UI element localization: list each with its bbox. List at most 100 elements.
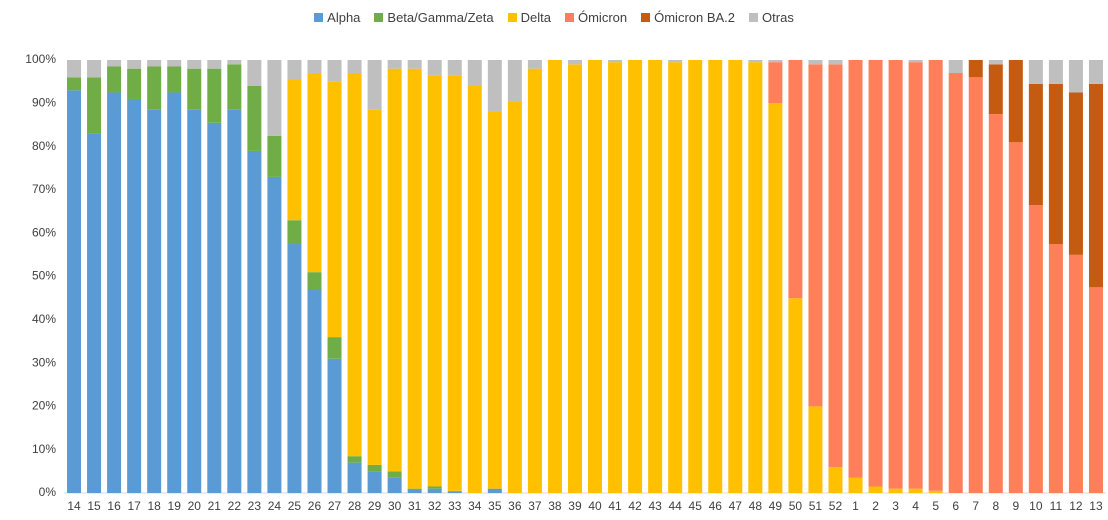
legend-item: Ómicron BA.2 [641, 10, 735, 25]
legend-label: Beta/Gamma/Zeta [387, 10, 494, 25]
bar-segment [1008, 60, 1023, 143]
bar-segment [167, 60, 182, 67]
legend-swatch [564, 13, 574, 22]
bar-segment [928, 60, 943, 491]
x-tick-label: 1 [852, 499, 859, 513]
bar-segment [768, 103, 783, 494]
bar-segment [648, 60, 663, 493]
bar-segment [868, 60, 883, 487]
x-tick-label: 51 [809, 499, 823, 513]
bar-segment [327, 337, 342, 359]
x-tick-label: 48 [749, 499, 763, 513]
bar-segment [327, 81, 342, 338]
bar-segment [688, 60, 703, 493]
bar-segment [407, 68, 422, 489]
bar-segment [147, 109, 162, 494]
x-tick-label: 22 [228, 499, 242, 513]
bar-segment [848, 60, 863, 478]
bar-segment [347, 462, 362, 493]
legend-label: Otras [762, 10, 794, 25]
bar-segment [948, 60, 963, 73]
y-tick-label: 50% [32, 269, 56, 283]
bar-segment [487, 60, 502, 112]
bar-segment [748, 62, 763, 493]
bar-segment [167, 92, 182, 493]
x-tick-label: 49 [769, 499, 783, 513]
y-tick-label: 20% [32, 399, 56, 413]
bar-segment [1028, 205, 1043, 493]
bar-segment [367, 60, 382, 110]
bar-segment [387, 477, 402, 493]
bar-segment [588, 60, 603, 493]
bar-segment [668, 62, 683, 493]
bar-segment [968, 77, 983, 493]
x-tick-label: 13 [1089, 499, 1103, 513]
x-tick-label: 46 [709, 499, 723, 513]
y-tick-label: 40% [32, 312, 56, 326]
bar-segment [387, 68, 402, 472]
legend-label: Alpha [327, 10, 361, 25]
bar-segment [1048, 244, 1063, 493]
bar-segment [267, 135, 282, 177]
x-tick-label: 30 [388, 499, 402, 513]
x-tick-label: 33 [448, 499, 462, 513]
bar-segment [287, 244, 302, 493]
bar-segment [367, 471, 382, 493]
bar-segment [87, 77, 102, 134]
bar-segment [287, 220, 302, 245]
x-tick-label: 25 [288, 499, 302, 513]
x-tick-label: 37 [528, 499, 542, 513]
x-tick-label: 8 [992, 499, 999, 513]
x-tick-label: 17 [127, 499, 141, 513]
x-tick-label: 40 [588, 499, 602, 513]
bar-segment [507, 101, 522, 493]
bar-segment [608, 60, 623, 63]
y-tick-label: 70% [32, 182, 56, 196]
bar-segment [427, 75, 442, 487]
x-tick-label: 36 [508, 499, 522, 513]
bar-segment [908, 60, 923, 63]
bar-segment [1028, 83, 1043, 206]
bar-segment [527, 68, 542, 493]
bar-segment [187, 68, 202, 110]
bar-segment [1088, 287, 1103, 493]
legend-item: Alpha [314, 10, 360, 25]
bar-segment [988, 114, 1003, 493]
bar-segment [1028, 60, 1043, 84]
bar-segment [87, 133, 102, 494]
legend-item: Otras [749, 10, 794, 25]
x-tick-label: 44 [668, 499, 682, 513]
bar-segment [1048, 83, 1063, 245]
bar-segment [267, 60, 282, 136]
legend-item: Beta/Gamma/Zeta [374, 10, 494, 25]
bar-segment [367, 464, 382, 472]
x-tick-label: 34 [468, 499, 482, 513]
x-tick-label: 7 [972, 499, 979, 513]
x-tick-label: 16 [107, 499, 121, 513]
bar-segment [407, 60, 422, 69]
x-tick-label: 11 [1050, 499, 1063, 513]
bar-segment [347, 72, 362, 457]
x-tick-label: 3 [892, 499, 899, 513]
x-tick-label: 29 [368, 499, 382, 513]
y-tick-label: 30% [32, 355, 56, 369]
bar-segment [768, 62, 783, 104]
bar-segment [547, 60, 562, 493]
bar-segment [127, 60, 142, 69]
bar-segment [207, 68, 222, 123]
y-tick-label: 10% [32, 442, 56, 456]
bar-segment [67, 60, 82, 78]
y-tick-label: 90% [32, 95, 56, 109]
bar-segment [147, 66, 162, 110]
bar-segment [828, 467, 843, 493]
bar-segment [1068, 92, 1083, 255]
x-tick-label: 52 [829, 499, 843, 513]
x-tick-label: 27 [328, 499, 342, 513]
x-tick-label: 10 [1029, 499, 1043, 513]
bar-segment [527, 60, 542, 69]
x-tick-label: 45 [689, 499, 703, 513]
bar-segment [1068, 254, 1083, 493]
bar-segment [267, 176, 282, 493]
bar-segment [828, 64, 843, 468]
